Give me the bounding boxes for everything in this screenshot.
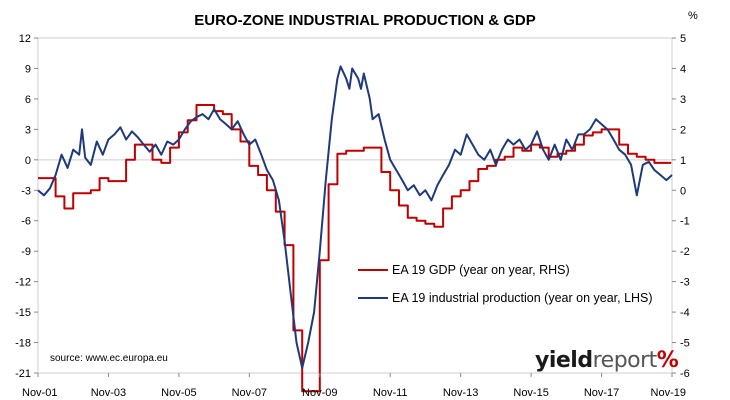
left-axis: 12 9 6 3 0 -3 -6 -9 -12 -15 -18 -21 xyxy=(15,33,38,380)
x-tick-label: Nov-07 xyxy=(232,387,267,399)
plot-frame xyxy=(37,37,673,374)
logo-percent-icon: % xyxy=(656,348,679,373)
left-tick-label: 12 xyxy=(19,33,31,45)
series-layer xyxy=(37,65,673,393)
right-tick-label: 5 xyxy=(680,33,686,45)
left-tick-label: 6 xyxy=(25,94,31,106)
left-tick-label: 3 xyxy=(25,124,31,136)
industrial-production-series-line xyxy=(37,65,673,369)
x-tick-label: Nov-13 xyxy=(443,387,478,399)
left-tick-label: -9 xyxy=(21,246,31,258)
right-tick-label: 1 xyxy=(680,155,686,167)
right-axis: 5 4 3 2 1 0 -1 -2 -3 -4 -5 -6 xyxy=(672,33,690,380)
x-tick-label: Nov-01 xyxy=(22,387,57,399)
left-tick-label: -12 xyxy=(15,277,31,289)
legend: EA 19 GDP (year on year, RHS) EA 19 indus… xyxy=(358,263,653,305)
right-tick-label: 0 xyxy=(680,185,686,197)
x-tick-label: Nov-09 xyxy=(302,387,337,399)
right-tick-label: -3 xyxy=(680,277,690,289)
yieldreport-logo: yieldreport% xyxy=(535,348,679,373)
left-tick-label: -3 xyxy=(21,185,31,197)
left-tick-label: -15 xyxy=(15,307,31,319)
left-tick-label: -6 xyxy=(21,216,31,228)
source-note: source: www.ec.europa.eu xyxy=(50,353,168,364)
left-tick-label: -18 xyxy=(15,338,31,350)
left-tick-label: 0 xyxy=(25,155,31,167)
right-tick-label: -4 xyxy=(680,307,690,319)
legend-label: EA 19 industrial production (year on yea… xyxy=(392,291,653,305)
left-tick-label: -21 xyxy=(15,368,31,380)
right-tick-label: -6 xyxy=(680,368,690,380)
x-tick-label: Nov-05 xyxy=(161,387,196,399)
right-tick-label: 2 xyxy=(680,124,686,136)
right-axis-unit: % xyxy=(688,10,698,22)
x-tick-label: Nov-11 xyxy=(373,387,408,399)
left-tick-label: 9 xyxy=(25,63,31,75)
right-tick-label: -2 xyxy=(680,246,690,258)
logo-text-yield: yield xyxy=(535,348,593,373)
x-tick-label: Nov-19 xyxy=(651,387,686,399)
legend-label: EA 19 GDP (year on year, RHS) xyxy=(392,263,570,277)
right-tick-label: -5 xyxy=(680,338,690,350)
right-tick-label: -1 xyxy=(680,216,690,228)
logo-text-report: report xyxy=(592,348,658,373)
x-tick-label: Nov-03 xyxy=(91,387,126,399)
x-tick-label: Nov-15 xyxy=(513,387,548,399)
x-tick-label: Nov-17 xyxy=(584,387,619,399)
gdp-series-line xyxy=(38,104,672,393)
right-tick-label: 3 xyxy=(680,94,686,106)
x-axis: Nov-01 Nov-03 Nov-05 Nov-07 Nov-09 Nov-11 Nov-… xyxy=(22,373,686,399)
right-tick-label: 4 xyxy=(680,63,686,75)
chart-title: EURO-ZONE INDUSTRIAL PRODUCTION & GDP xyxy=(194,12,536,29)
